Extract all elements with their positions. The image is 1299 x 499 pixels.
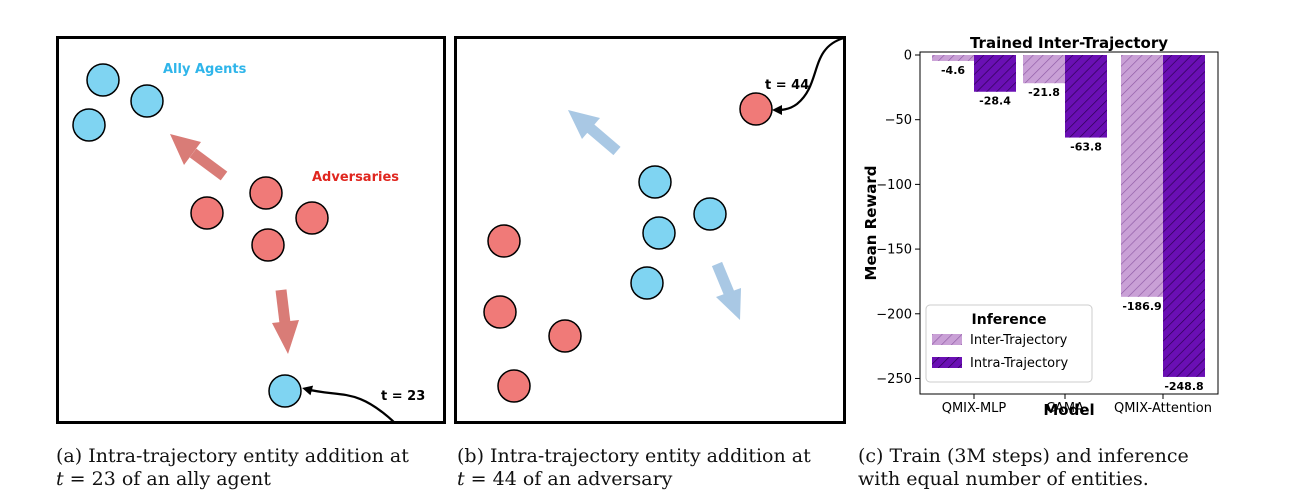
adversary <box>548 319 582 353</box>
x-axis-ticks: QMIX-MLP CAMA QMIX-Attention <box>942 394 1212 416</box>
movement-arrow-down <box>272 289 299 354</box>
caption-b-rest: = 44 of an adversary <box>464 468 673 490</box>
ally-agents <box>72 63 302 408</box>
bar-hatch <box>1023 55 1065 84</box>
caption-c-line1: (c) Train (3M steps) and inference <box>858 445 1189 467</box>
bar-value-label: -248.8 <box>1164 380 1203 393</box>
legend-label-inter: Inter-Trajectory <box>970 333 1068 348</box>
ally-agent <box>693 197 727 231</box>
legend-label-intra: Intra-Trajectory <box>970 356 1068 371</box>
panel-b-scene: t = 44 <box>454 36 846 424</box>
legend-swatch-intra-hatch <box>932 357 962 368</box>
adversaries <box>483 92 773 403</box>
caption-a: (a) Intra-trajectory entity addition at … <box>56 445 409 491</box>
adversary <box>497 369 531 403</box>
adversary <box>190 196 224 230</box>
x-axis-label: Model <box>1043 401 1094 419</box>
bar-value-label: -63.8 <box>1070 141 1102 154</box>
y-tick-label: −250 <box>876 372 912 387</box>
ally-agent <box>630 266 664 300</box>
ally-agent <box>642 216 676 250</box>
caption-b-line2: t = 44 of an adversary <box>457 468 811 491</box>
time-label: t = 44 <box>765 78 809 93</box>
x-tick-label: QMIX-Attention <box>1114 401 1212 416</box>
bar-hatch <box>932 55 974 61</box>
entry-path-arrow <box>302 385 397 424</box>
legend-title: Inference <box>972 312 1047 328</box>
plot-frame <box>919 51 1219 395</box>
adversary-new <box>739 92 773 126</box>
caption-b: (b) Intra-trajectory entity addition at … <box>457 445 811 491</box>
movement-arrow-up-left <box>170 134 228 181</box>
bar-value-label: -28.4 <box>979 95 1011 108</box>
y-tick-label: 0 <box>904 49 912 64</box>
x-tick-label: CAMA <box>1046 401 1084 416</box>
caption-a-line2: t = 23 of an ally agent <box>56 468 409 491</box>
panel-a-frame <box>56 36 446 424</box>
bar-hatch <box>1121 55 1163 297</box>
caption-a-line1: (a) Intra-trajectory entity addition at <box>56 445 409 467</box>
bar-value-label: -21.8 <box>1028 86 1060 99</box>
adversary <box>295 201 329 235</box>
y-axis-ticks: 0 −50 −100 −150 −200 −250 <box>876 49 920 387</box>
legend: Inference Inter-Trajectory Intra-Traject… <box>925 304 1093 383</box>
caption-c-line2: with equal number of entities. <box>858 468 1149 490</box>
movement-arrow-down-right <box>711 261 741 320</box>
caption-a-math: t <box>56 468 64 490</box>
adversary <box>249 176 283 210</box>
ally-agents-label: Ally Agents <box>163 62 247 77</box>
bar-hatch <box>974 55 1016 92</box>
bar-hatch <box>1065 55 1107 138</box>
caption-b-math: t <box>457 468 465 490</box>
y-tick-label: −200 <box>876 307 912 322</box>
ally-agent <box>130 84 164 118</box>
caption-b-line1: (b) Intra-trajectory entity addition at <box>457 445 811 467</box>
bars-group: -4.6 -21.8 -186.9 -28.4 -63.8 -248.8 <box>932 55 1205 393</box>
adversary <box>483 295 517 329</box>
adversaries <box>190 176 329 262</box>
bar-hatch <box>1163 55 1205 377</box>
x-tick-label: QMIX-MLP <box>942 401 1007 416</box>
movement-arrow-up-left <box>568 110 621 156</box>
legend-swatch-inter-hatch <box>932 334 962 345</box>
ally-agents <box>630 165 727 300</box>
y-tick-label: −100 <box>876 178 912 193</box>
panel-a-scene: Ally Agents Adversaries t = 23 <box>56 36 446 424</box>
time-label: t = 23 <box>381 389 425 404</box>
chart-title: Trained Inter-Trajectory <box>970 34 1168 52</box>
ally-agent <box>638 165 672 199</box>
caption-c: (c) Train (3M steps) and inference with … <box>858 445 1189 491</box>
bar-value-label: -4.6 <box>941 64 965 77</box>
adversary <box>487 224 521 258</box>
legend-box <box>925 304 1093 383</box>
y-tick-label: −150 <box>876 243 912 258</box>
caption-a-rest: = 23 of an ally agent <box>63 468 271 490</box>
adversary <box>251 228 285 262</box>
adversaries-label: Adversaries <box>312 170 399 185</box>
y-axis-label: Mean Reward <box>862 166 880 281</box>
ally-agent-new <box>268 374 302 408</box>
ally-agent <box>72 108 106 142</box>
ally-agent <box>86 63 120 97</box>
y-tick-label: −50 <box>885 113 912 128</box>
reward-bar-chart: Trained Inter-Trajectory -4.6 -21.8 -186.9… <box>862 34 1219 419</box>
bar-value-label: -186.9 <box>1122 300 1161 313</box>
entry-path-arrow <box>772 36 845 115</box>
